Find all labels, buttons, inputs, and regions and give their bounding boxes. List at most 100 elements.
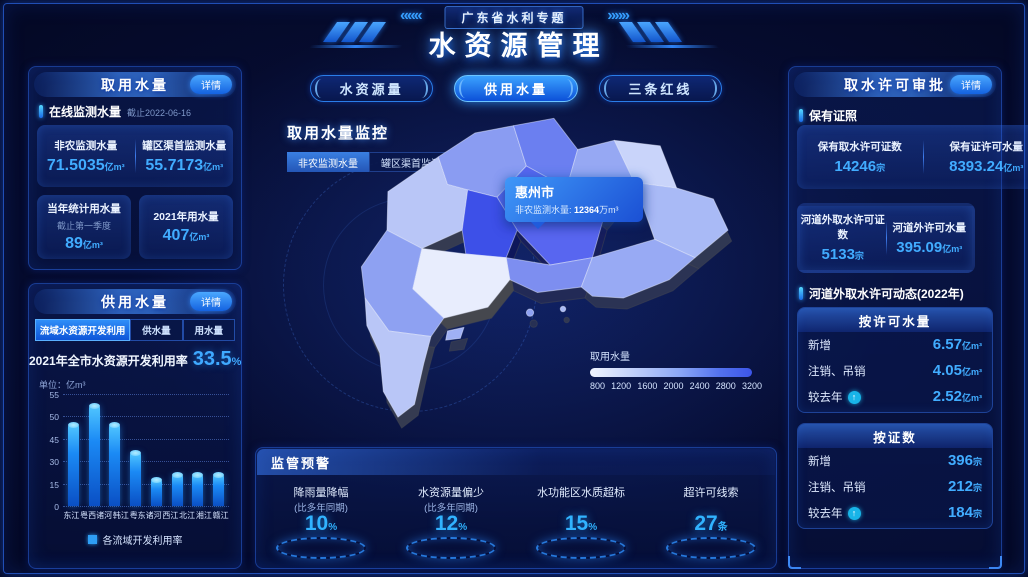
alert-value: 12% [434,512,468,535]
tab-three-redlines[interactable]: 三条红线 [598,75,722,102]
bar-赣江[interactable] [210,394,228,506]
panel-water-intake-header: 取用水量 详情 [34,72,236,97]
bar-北江[interactable] [168,394,186,506]
gridline: 0 [54,502,229,512]
x-tick-label: 粤东诸河 [129,511,162,520]
chevrons-left-icon: ««« [400,7,423,24]
stat-river-license-count: 河道外取水许可证数 5133宗 [800,212,886,264]
alert-label: 水功能区水质超标 [537,487,625,499]
bar-fill [213,472,225,506]
pedestal-decoration [406,537,496,559]
panel-title: 取用水量 [101,76,169,93]
bar-plot: 55 50 45 30 15 0 [50,390,229,512]
up-arrow-icon [847,506,861,520]
stat-label: 罐区渠首监测水量 [142,139,227,152]
header-decoration-right [618,22,720,48]
stat-2021: 2021年用水量 407亿m³ [139,195,233,259]
gradient-legend-ticks: 800 1200 1600 2000 2400 2800 3200 [590,381,762,391]
detail-button[interactable]: 详情 [190,75,232,94]
section-held-licenses: 保有证照 [799,107,857,124]
gridline: 45 [50,435,229,445]
summary-label: 2021年全市水资源开发利用率 [29,354,188,368]
map-region[interactable] [364,297,432,418]
y-tick-label: 45 [49,434,59,445]
subtab-use[interactable]: 用水量 [182,319,235,341]
x-tick-label: 赣江 [212,511,229,520]
group-by-volume: 按许可水量 新增 6.57亿m³ 注销、吊销 4.05亿m³ 较去年 2.52亿… [797,307,993,413]
group-title: 按证数 [798,424,992,448]
bar-fill [130,450,142,506]
legend-tick: 1600 [637,381,658,391]
stat-label: 保有取水许可证数 [817,140,902,153]
section-marker-icon [39,105,43,118]
row-label: 注销、吊销 [808,482,866,494]
x-tick-label: 北江 [179,511,196,520]
detail-button[interactable]: 详情 [950,75,992,94]
map-layer-nonfarm[interactable]: 非农监测水量 [287,152,369,172]
legend-tick: 2000 [663,381,684,391]
x-tick-label: 湘江 [195,511,212,520]
bar-fill [150,476,162,506]
panel-water-permit-header: 取水许可审批 详情 [794,72,996,97]
section-label: 在线监测水量 [49,105,122,119]
online-stats-card: 非农监测水量 71.5035亿m³ 罐区渠首监测水量 55.7173亿m³ [37,125,233,187]
group-row: 注销、吊销 212宗 [798,474,992,500]
panel-supply-use: 供用水量 详情 流域水资源开发利用 供水量 用水量 2021年全市水资源开发利用… [28,283,242,569]
panel-supply-use-header: 供用水量 详情 [34,289,236,314]
gradient-legend-bar [590,368,752,377]
stat-value: 395.09亿m³ [896,238,963,256]
chart-legend[interactable]: 各流域开发利用率 [29,532,241,547]
bar-韩江[interactable] [106,394,124,506]
tab-water-resources[interactable]: 水资源量 [310,75,434,102]
tab-supply-use[interactable]: 供用水量 [454,75,578,102]
group-title: 按许可水量 [798,308,992,332]
map-tooltip: 惠州市 非农监测水量: 12364万m³ [505,177,643,229]
map-region[interactable] [580,238,696,299]
panel-alerts-header: 监管预警 [257,449,775,475]
legend-tick: 3200 [741,381,762,391]
alert-item-water-shortage: 水资源量偏少 (比多年同期) 12% [386,480,516,566]
stat-label: 河道外取水许可证数 [800,214,885,241]
section-label: 河道外取水许可动态(2022年) [809,287,964,301]
panel-title: 供用水量 [101,293,169,310]
stat-label: 河道外许可水量 [892,221,967,234]
section-online-monitor: 在线监测水量 截止2022-06-16 [39,103,191,120]
stat-value: 8393.24亿m³ [949,157,1024,175]
map-section: 取用水量监控 非农监测水量 罐区渠首监测水量 [255,66,775,444]
alert-item-over-permit: 超许可线索 27条 [646,480,776,566]
row-value: 212宗 [947,478,982,495]
section-license-dynamics: 河道外取水许可动态(2022年) [799,285,964,302]
section-note: 截止2022-06-16 [127,108,192,118]
group-row: 较去年 184宗 [798,500,992,526]
divider [134,139,136,173]
pedestal-decoration [666,537,756,559]
section-label: 保有证照 [809,109,858,123]
detail-button[interactable]: 详情 [190,292,232,311]
subtab-basin-utilization[interactable]: 流域水资源开发利用 [35,319,131,341]
alert-item-rainfall: 降雨量降幅 (比多年同期) 10% [256,480,386,566]
chart-unit-label: 单位：亿m³ [39,380,86,390]
x-tick-label: 东江 [63,511,80,520]
subtab-supply[interactable]: 供水量 [130,319,183,341]
stat-value: 55.7173亿m³ [145,156,224,174]
gridline: 55 [50,390,229,400]
map-gradient-legend: 取用水量 800 1200 1600 2000 2400 2800 3200 [590,348,762,391]
bar-东江[interactable] [64,394,82,506]
group-by-count: 按证数 新增 396宗 注销、吊销 212宗 较去年 184宗 [797,423,993,529]
summary-value: 33.5 [192,348,232,370]
map-island [525,308,535,317]
y-tick-label: 55 [49,390,59,400]
legend-tick: 800 [590,381,606,391]
bar-西江[interactable] [147,394,165,506]
utilization-summary: 2021年全市水资源开发利用率 33.5% [29,348,241,371]
gradient-legend-title: 取用水量 [590,352,630,363]
bar-粤东诸河[interactable] [127,394,145,506]
y-tick-label: 15 [49,479,59,490]
legend-swatch-icon [87,535,97,544]
bar-粤西诸河[interactable] [85,394,103,506]
group-row: 新增 396宗 [798,448,992,474]
bar-湘江[interactable] [189,394,207,506]
legend-tick: 2400 [689,381,710,391]
pedestal-decoration [536,537,626,559]
